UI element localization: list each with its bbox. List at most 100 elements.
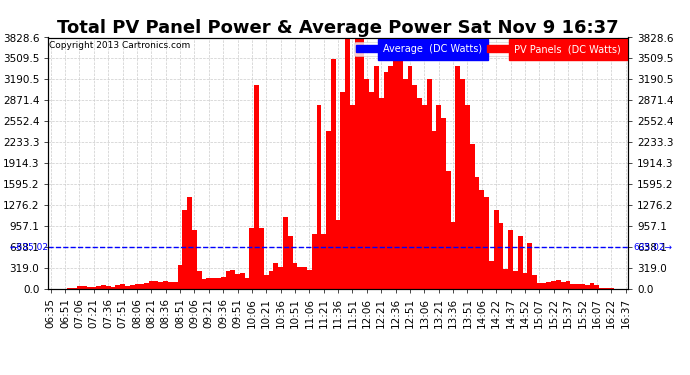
Bar [426, 79, 431, 289]
Bar [312, 234, 317, 289]
Bar [532, 275, 537, 289]
Bar [278, 267, 283, 289]
Bar [87, 286, 91, 289]
Bar [322, 234, 326, 289]
Bar [546, 282, 551, 289]
Bar [211, 278, 216, 289]
Bar [379, 99, 384, 289]
Bar [594, 285, 599, 289]
Bar [522, 273, 527, 289]
Bar [374, 66, 379, 289]
Bar [403, 79, 408, 289]
Bar [340, 92, 345, 289]
Bar [120, 284, 125, 289]
Bar [187, 197, 192, 289]
Bar [139, 284, 144, 289]
Bar [283, 217, 288, 289]
Bar [259, 228, 264, 289]
Bar [585, 285, 589, 289]
Bar [350, 105, 355, 289]
Bar [345, 38, 350, 289]
Bar [206, 278, 211, 289]
Bar [182, 210, 187, 289]
Bar [154, 282, 159, 289]
Bar [599, 288, 604, 289]
Bar [504, 269, 508, 289]
Bar [82, 286, 87, 289]
Bar [168, 282, 172, 289]
Bar [72, 288, 77, 289]
Bar [144, 283, 149, 289]
Bar [115, 285, 120, 289]
Bar [288, 236, 293, 289]
Bar [388, 66, 393, 289]
Bar [240, 273, 245, 289]
Bar [556, 280, 561, 289]
Bar [235, 274, 240, 289]
Bar [359, 38, 364, 289]
Bar [609, 288, 613, 289]
Bar [364, 79, 369, 289]
Bar [451, 222, 455, 289]
Bar [297, 267, 302, 289]
Bar [201, 279, 206, 289]
Bar [68, 288, 72, 289]
Bar [508, 230, 513, 289]
Bar [551, 280, 556, 289]
Bar [398, 38, 403, 289]
Bar [317, 105, 322, 289]
Bar [221, 277, 226, 289]
Bar [513, 271, 518, 289]
Text: ←635.02: ←635.02 [9, 243, 48, 252]
Bar [441, 118, 446, 289]
Bar [489, 261, 494, 289]
Text: 635.02→: 635.02→ [633, 243, 673, 252]
Bar [164, 280, 168, 289]
Text: Copyright 2013 Cartronics.com: Copyright 2013 Cartronics.com [50, 41, 190, 50]
Bar [413, 86, 417, 289]
Bar [264, 275, 268, 289]
Bar [245, 278, 250, 289]
Bar [250, 228, 255, 289]
Bar [455, 66, 460, 289]
Bar [422, 105, 426, 289]
Bar [355, 38, 359, 289]
Bar [475, 177, 480, 289]
Bar [484, 197, 489, 289]
Bar [307, 270, 312, 289]
Bar [172, 282, 177, 289]
Bar [216, 278, 221, 289]
Bar [580, 284, 585, 289]
Bar [125, 286, 130, 289]
Bar [384, 72, 388, 289]
Bar [326, 131, 331, 289]
Bar [575, 284, 580, 289]
Bar [197, 271, 201, 289]
Bar [331, 59, 336, 289]
Bar [302, 267, 307, 289]
Bar [336, 220, 340, 289]
Bar [192, 230, 197, 289]
Bar [470, 144, 475, 289]
Bar [561, 282, 566, 289]
Bar [96, 286, 101, 289]
Bar [542, 283, 546, 289]
Bar [255, 86, 259, 289]
Bar [110, 286, 115, 289]
Bar [527, 243, 532, 289]
Bar [369, 92, 374, 289]
Bar [135, 284, 139, 289]
Bar [101, 285, 106, 289]
Bar [91, 286, 96, 289]
Bar [393, 53, 398, 289]
Bar [273, 263, 278, 289]
Bar [465, 105, 470, 289]
Bar [494, 210, 499, 289]
Bar [230, 270, 235, 289]
Bar [436, 105, 441, 289]
Bar [149, 281, 154, 289]
Bar [177, 265, 182, 289]
Bar [408, 66, 413, 289]
Bar [417, 99, 422, 289]
Bar [130, 285, 135, 289]
